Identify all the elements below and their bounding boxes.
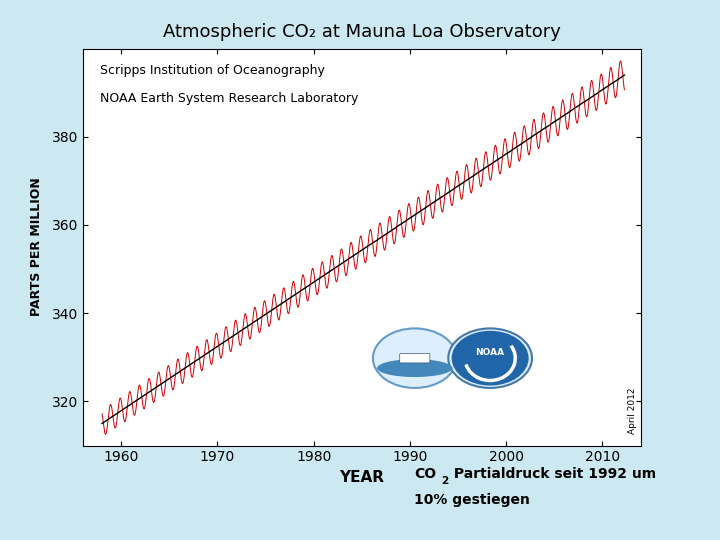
Text: 10% gestiegen: 10% gestiegen <box>414 493 530 507</box>
Ellipse shape <box>377 359 452 377</box>
Text: April 2012: April 2012 <box>628 387 637 434</box>
Text: NOAA Earth System Research Laboratory: NOAA Earth System Research Laboratory <box>99 92 358 105</box>
Text: CO: CO <box>414 467 436 481</box>
Circle shape <box>373 328 456 388</box>
Circle shape <box>449 328 532 388</box>
Text: Partialdruck seit 1992 um: Partialdruck seit 1992 um <box>449 467 656 481</box>
Text: NOAA: NOAA <box>476 348 505 357</box>
Text: 2: 2 <box>441 476 449 487</box>
X-axis label: YEAR: YEAR <box>339 470 384 485</box>
Title: Atmospheric CO₂ at Mauna Loa Observatory: Atmospheric CO₂ at Mauna Loa Observatory <box>163 23 561 42</box>
Circle shape <box>451 331 528 386</box>
Y-axis label: PARTS PER MILLION: PARTS PER MILLION <box>30 178 43 316</box>
FancyBboxPatch shape <box>400 353 430 363</box>
Text: Scripps Institution of Oceanography: Scripps Institution of Oceanography <box>99 64 325 77</box>
